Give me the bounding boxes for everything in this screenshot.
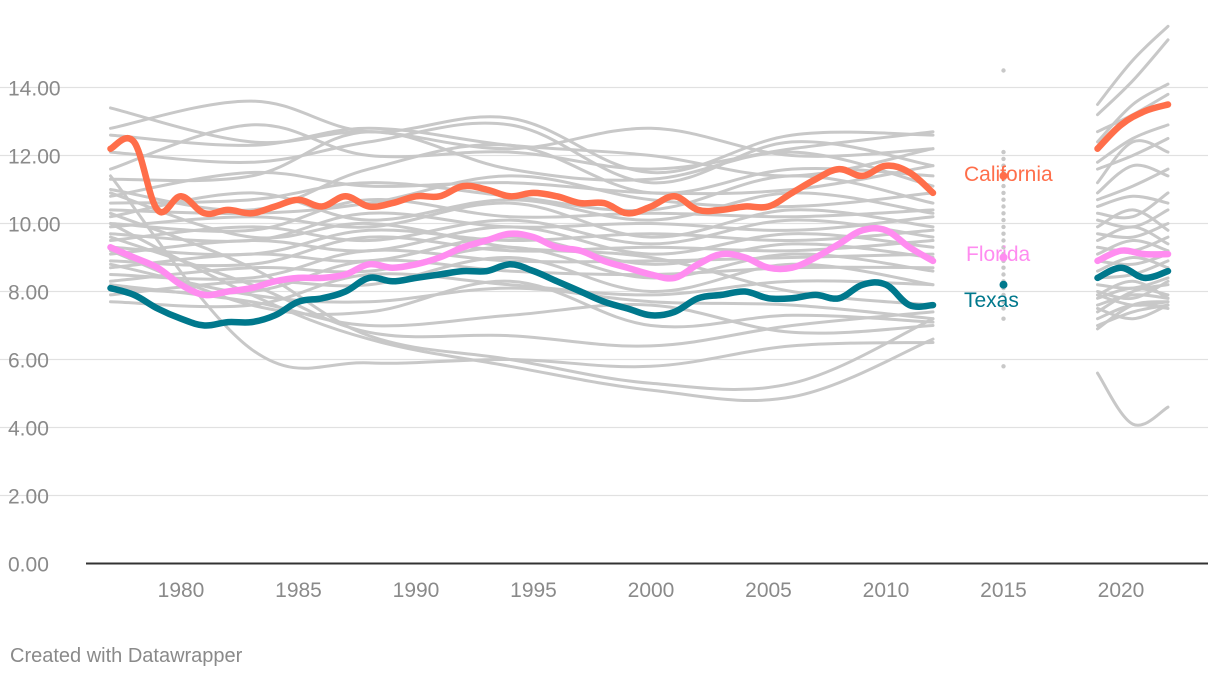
florida-line (107, 224, 937, 299)
background-series-line (109, 211, 935, 392)
background-series-line (109, 218, 935, 246)
california-line (1094, 101, 1172, 152)
background-series-line (109, 99, 935, 175)
florida-dot-2015 (999, 253, 1008, 262)
x-tick-label: 2000 (628, 579, 675, 602)
background-series-line (1096, 123, 1170, 164)
california-dot-2015 (999, 171, 1008, 180)
california-line (107, 134, 937, 218)
texas-dot-2015 (999, 280, 1008, 289)
x-axis-tick-labels: 1980 1985 1990 1995 2000 2005 2010 2015 2020 (158, 579, 1145, 602)
background-series-line (1096, 293, 1170, 307)
background-series-line (109, 130, 935, 188)
florida-label: Florida (966, 243, 1031, 266)
dot-2015 (1001, 156, 1006, 162)
series-labels: California Florida Texas (964, 163, 1053, 312)
background-series-line (1096, 139, 1170, 185)
background-series-line (1096, 303, 1170, 321)
background-series-line (109, 255, 935, 297)
x-tick-label: 2010 (863, 579, 910, 602)
dot-2015 (1001, 197, 1006, 202)
dot-2015 (1001, 265, 1006, 270)
dot-2015 (1001, 272, 1006, 277)
background-series-line (1096, 238, 1170, 256)
background-series-line (109, 121, 935, 185)
highlighted-series-lines (107, 101, 1172, 329)
background-series-line (109, 235, 935, 268)
dot-2015 (1001, 231, 1006, 236)
background-series-line (1096, 371, 1170, 427)
dot-2015 (1001, 306, 1006, 311)
dot-2015 (1001, 217, 1006, 223)
dot-2015 (1001, 204, 1006, 209)
background-series-line (109, 225, 935, 256)
background-series-line (109, 143, 935, 212)
x-tick-label: 1990 (393, 579, 440, 602)
dot-2015 (1001, 68, 1006, 73)
x-tick-label: 1995 (510, 579, 557, 602)
x-tick-label: 2005 (745, 579, 792, 602)
texas-line (107, 261, 937, 329)
y-axis-tick-labels: 0.00 2.00 4.00 6.00 8.00 10.00 12.00 14.00 (8, 78, 61, 577)
y-tick-label: 2.00 (8, 486, 49, 509)
background-series-lines (109, 24, 1170, 427)
texas-label: Texas (964, 289, 1019, 312)
background-series-line (1096, 286, 1170, 300)
background-series-line (1096, 208, 1170, 232)
background-series-line (1096, 191, 1170, 220)
background-series-line (109, 201, 935, 239)
credit-text: Created with Datawrapper (10, 645, 243, 667)
dot-2015 (1001, 299, 1006, 304)
background-series-line (109, 106, 935, 158)
background-series-line (1096, 38, 1170, 117)
dot-2015 (1001, 364, 1006, 369)
x-tick-label: 2020 (1098, 579, 1145, 602)
background-series-line (1096, 303, 1170, 327)
background-series-line (109, 197, 935, 233)
california-label: California (964, 163, 1053, 186)
background-series-line (1096, 82, 1170, 144)
dot-2015 (1001, 190, 1006, 196)
dot-2015 (1001, 224, 1006, 230)
x-tick-label: 1985 (275, 579, 322, 602)
background-series-line (109, 174, 935, 370)
background-series-line (109, 235, 935, 270)
y-tick-label: 6.00 (8, 350, 49, 373)
background-series-line (109, 123, 935, 171)
background-series-line (109, 248, 935, 281)
background-series-line (109, 222, 935, 402)
dot-2015 (1001, 316, 1006, 321)
dot-2015 (1001, 245, 1006, 250)
dot-2015 (1001, 211, 1006, 216)
x-tick-label: 2015 (980, 579, 1027, 602)
y-tick-label: 4.00 (8, 418, 49, 441)
background-series-line (1096, 167, 1170, 202)
dot-2015 (1001, 183, 1006, 189)
dot-2015 (1001, 238, 1006, 243)
background-series-line (109, 283, 935, 335)
y-tick-label: 10.00 (8, 214, 61, 237)
background-series-line (1096, 137, 1170, 171)
background-series-line (1096, 92, 1170, 134)
background-series-line (1096, 283, 1170, 314)
x-tick-label: 1980 (158, 579, 205, 602)
background-series-line (109, 191, 935, 307)
background-series-line (1096, 24, 1170, 106)
y-tick-label: 0.00 (8, 554, 49, 577)
year-2015-dots (1001, 68, 1006, 369)
y-tick-label: 8.00 (8, 282, 49, 305)
background-series-line (109, 249, 935, 329)
florida-line (1094, 247, 1172, 265)
dot-2015 (1001, 149, 1006, 155)
dot-2015 (1001, 292, 1006, 298)
y-tick-label: 14.00 (8, 78, 61, 101)
background-series-line (1096, 194, 1170, 208)
dot-2015 (1001, 163, 1006, 168)
y-tick-label: 12.00 (8, 146, 61, 169)
texas-line (1094, 264, 1172, 282)
background-series-line (109, 235, 935, 348)
